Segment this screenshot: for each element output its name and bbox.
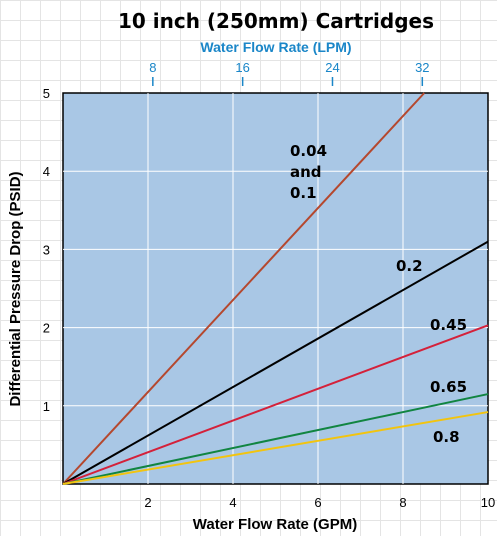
series-line-0 <box>62 92 425 485</box>
x-tick-label: 10 <box>481 495 495 510</box>
top-tick-label: 24 <box>325 60 339 75</box>
y-axis-ticks: 1 2 3 4 5 <box>43 86 50 414</box>
series-line-1 <box>62 240 489 485</box>
y-tick-label: 5 <box>43 86 50 101</box>
top-axis-title: Water Flow Rate (LPM) <box>200 39 351 55</box>
x-tick-label: 4 <box>229 495 236 510</box>
plot-area <box>62 92 489 485</box>
y-axis-title: Differential Pressure Drop (PSID) <box>7 171 24 406</box>
grid-lines <box>63 93 488 484</box>
series-label-0: 0.04 and 0.1 <box>290 142 327 202</box>
chart-title: 10 inch (250mm) Cartridges <box>118 9 434 33</box>
x-axis-ticks: 2 4 6 8 10 <box>144 495 495 510</box>
y-tick-label: 3 <box>43 242 50 257</box>
y-tick-label: 1 <box>43 399 50 414</box>
series-lines <box>62 92 489 485</box>
series-label-1: 0.2 <box>396 257 423 275</box>
x-tick-label: 8 <box>399 495 406 510</box>
series-label-2: 0.45 <box>430 316 467 334</box>
series-line-2 <box>62 324 489 485</box>
y-tick-label: 2 <box>43 321 50 336</box>
y-tick-label: 4 <box>43 164 50 179</box>
top-tick-label: 8 <box>149 60 156 75</box>
top-tick-label: 32 <box>415 60 429 75</box>
series-label-3: 0.65 <box>430 378 467 396</box>
series-label-4: 0.8 <box>433 428 460 446</box>
x-tick-label: 6 <box>314 495 321 510</box>
top-tick-label: 16 <box>235 60 249 75</box>
series-line-3 <box>62 393 489 485</box>
series-line-4 <box>62 411 489 485</box>
x-tick-label: 2 <box>144 495 151 510</box>
top-axis-ticks: 8 16 24 32 <box>149 60 430 86</box>
x-axis-title: Water Flow Rate (GPM) <box>193 516 357 533</box>
series-labels: 0.04 and 0.1 0.2 0.45 0.65 0.8 <box>290 142 467 446</box>
